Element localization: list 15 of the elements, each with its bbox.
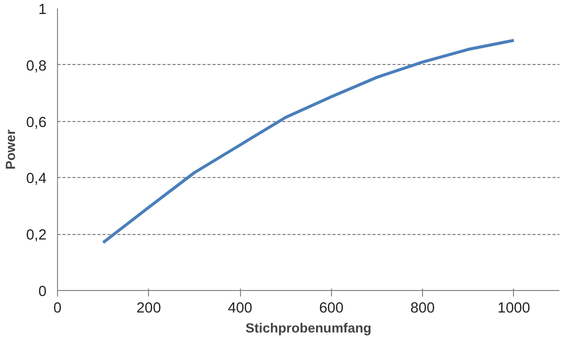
y-tick-label: 0,8 xyxy=(26,58,46,74)
x-tick-label: 1000 xyxy=(498,300,530,316)
y-axis-title: Power xyxy=(3,130,18,170)
x-tick-label: 0 xyxy=(53,300,62,316)
x-tick-label: 600 xyxy=(319,300,344,316)
y-tick-label: 0,2 xyxy=(26,228,46,244)
y-tick-label: 0,4 xyxy=(26,171,46,188)
x-tick-label: 400 xyxy=(228,300,252,316)
x-tick-label: 800 xyxy=(410,300,435,316)
x-axis-title: Stichprobenumfang xyxy=(246,320,372,336)
y-tick-label: 0,6 xyxy=(26,114,46,131)
y-tick-label: 0 xyxy=(38,284,47,300)
y-tick-label: 1 xyxy=(38,2,47,18)
line-series xyxy=(102,38,516,244)
x-tick-label: 200 xyxy=(136,300,162,316)
